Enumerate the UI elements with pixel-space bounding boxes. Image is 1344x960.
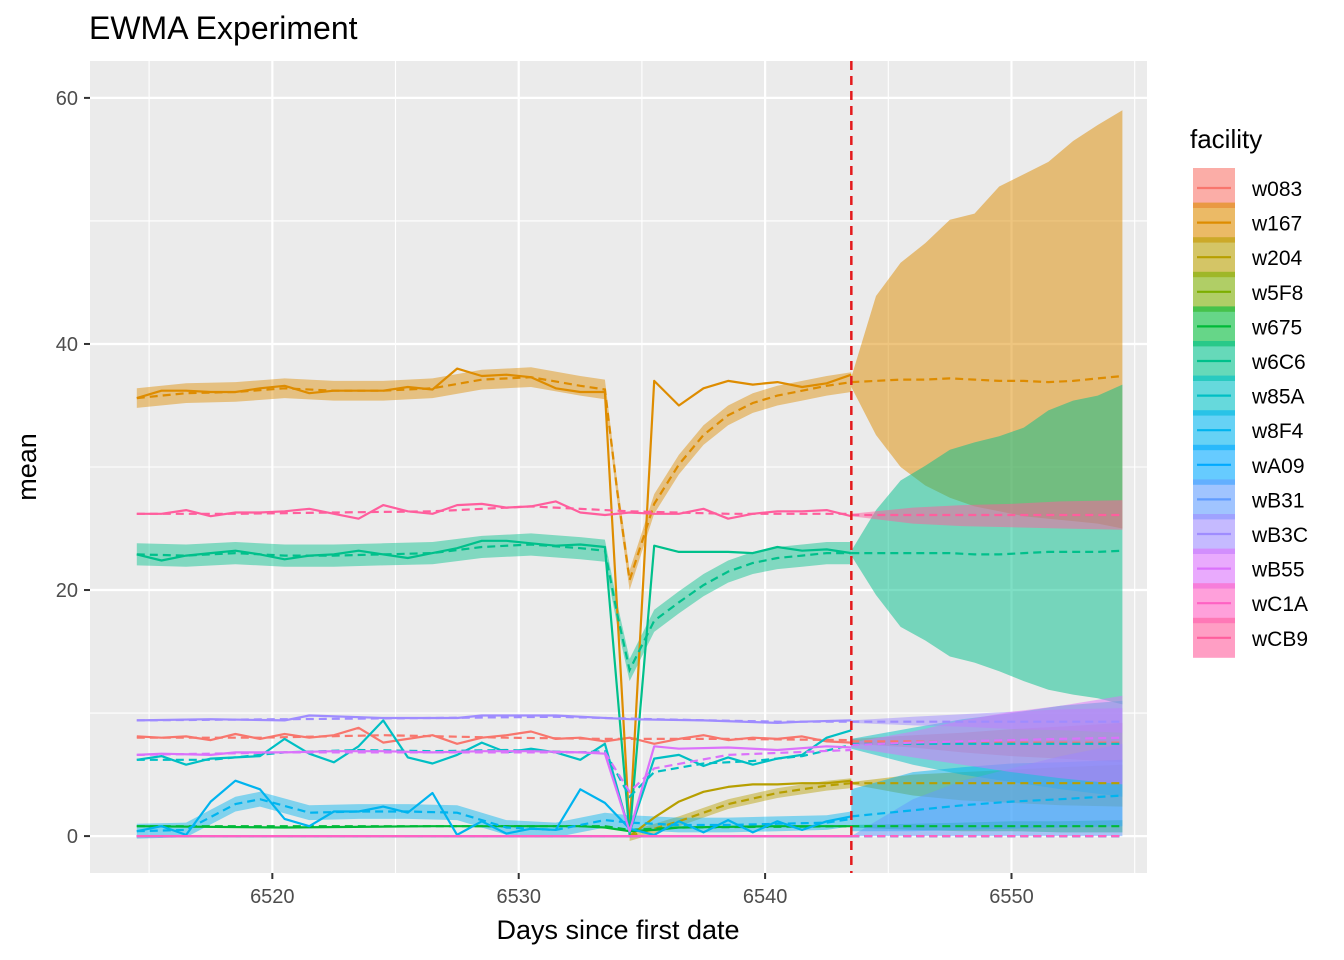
legend-label-wA09: wA09 <box>1251 455 1305 478</box>
forecast-line-w8F4 <box>851 794 1123 818</box>
fit-line-w083 <box>136 734 852 742</box>
legend-item-wC1A: wC1A <box>1193 583 1308 624</box>
observed-line-wB3C <box>136 714 852 725</box>
legend-item-wCB9: wCB9 <box>1193 617 1308 658</box>
y-tick-label: 20 <box>56 580 78 602</box>
legend-label-wC1A: wC1A <box>1251 593 1308 616</box>
fit-line-wCB9 <box>136 505 852 515</box>
legend-item-w675: w675 <box>1193 306 1302 347</box>
legend-item-w85A: w85A <box>1193 375 1305 416</box>
x-tick-label: 6550 <box>989 886 1034 908</box>
legend-title: facility <box>1190 124 1262 154</box>
fit-band-w204 <box>629 778 852 841</box>
x-tick-label: 6520 <box>250 886 295 908</box>
legend-item-w8F4: w8F4 <box>1193 410 1304 451</box>
observed-line-w167 <box>136 367 852 832</box>
legend-item-wA09: wA09 <box>1193 444 1305 485</box>
chart-title: EWMA Experiment <box>89 10 358 46</box>
legend-label-w083: w083 <box>1251 178 1302 201</box>
forecast-line-w6C6 <box>851 549 1123 556</box>
legend-item-wB55: wB55 <box>1193 548 1305 589</box>
y-tick-label: 40 <box>56 334 78 356</box>
legend-label-w6C6: w6C6 <box>1251 351 1306 374</box>
fit-band-w167 <box>136 367 852 590</box>
legend-label-w204: w204 <box>1251 247 1303 270</box>
series-lines <box>136 367 1123 838</box>
fit-line-w167 <box>136 376 852 581</box>
confidence-bands <box>136 110 1123 841</box>
legend-item-w204: w204 <box>1193 237 1303 278</box>
fit-line-wB3C <box>136 715 852 723</box>
legend-item-w6C6: w6C6 <box>1193 341 1306 381</box>
x-axis-title: Days since first date <box>496 915 739 945</box>
legend-label-wB3C: wB3C <box>1251 524 1308 547</box>
forecast-line-w167 <box>851 374 1123 384</box>
legend-label-wB31: wB31 <box>1251 489 1305 512</box>
legend-label-w675: w675 <box>1251 316 1302 339</box>
forecast-line-wB55 <box>851 736 1123 747</box>
legend-label-wCB9: wCB9 <box>1251 628 1308 651</box>
fit-line-w204 <box>629 782 852 838</box>
fit-line-w8F4 <box>136 798 852 833</box>
x-tick-label: 6540 <box>743 886 788 908</box>
axes: 0 20 40 60 6520 6530 6540 6550 <box>56 88 1034 908</box>
legend-item-w167: w167 <box>1193 202 1302 243</box>
y-tick-label: 60 <box>56 88 78 110</box>
legend: facility w083 w167 w204 w5F8 w675 w6C6 w85A w8F… <box>1190 124 1308 658</box>
x-tick-label: 6530 <box>496 886 541 908</box>
legend-label-w5F8: w5F8 <box>1251 282 1303 305</box>
legend-item-w083: w083 <box>1193 168 1302 208</box>
forecast-line-w083 <box>851 740 1123 744</box>
y-tick-label: 0 <box>67 826 78 848</box>
legend-item-w5F8: w5F8 <box>1193 271 1303 312</box>
observed-line-w8F4 <box>136 779 852 837</box>
legend-label-wB55: wB55 <box>1251 559 1305 582</box>
y-axis-title: mean <box>12 433 42 501</box>
legend-item-wB31: wB31 <box>1193 479 1305 520</box>
fit-line-wB55 <box>136 748 852 794</box>
legend-label-w167: w167 <box>1251 213 1302 236</box>
legend-label-w85A: w85A <box>1251 386 1305 409</box>
forecast-band-w6C6 <box>851 384 1123 705</box>
fit-line-w6C6 <box>136 543 852 674</box>
legend-label-w8F4: w8F4 <box>1251 420 1304 443</box>
fit-line-w675 <box>136 825 852 832</box>
legend-item-wB3C: wB3C <box>1193 514 1308 554</box>
